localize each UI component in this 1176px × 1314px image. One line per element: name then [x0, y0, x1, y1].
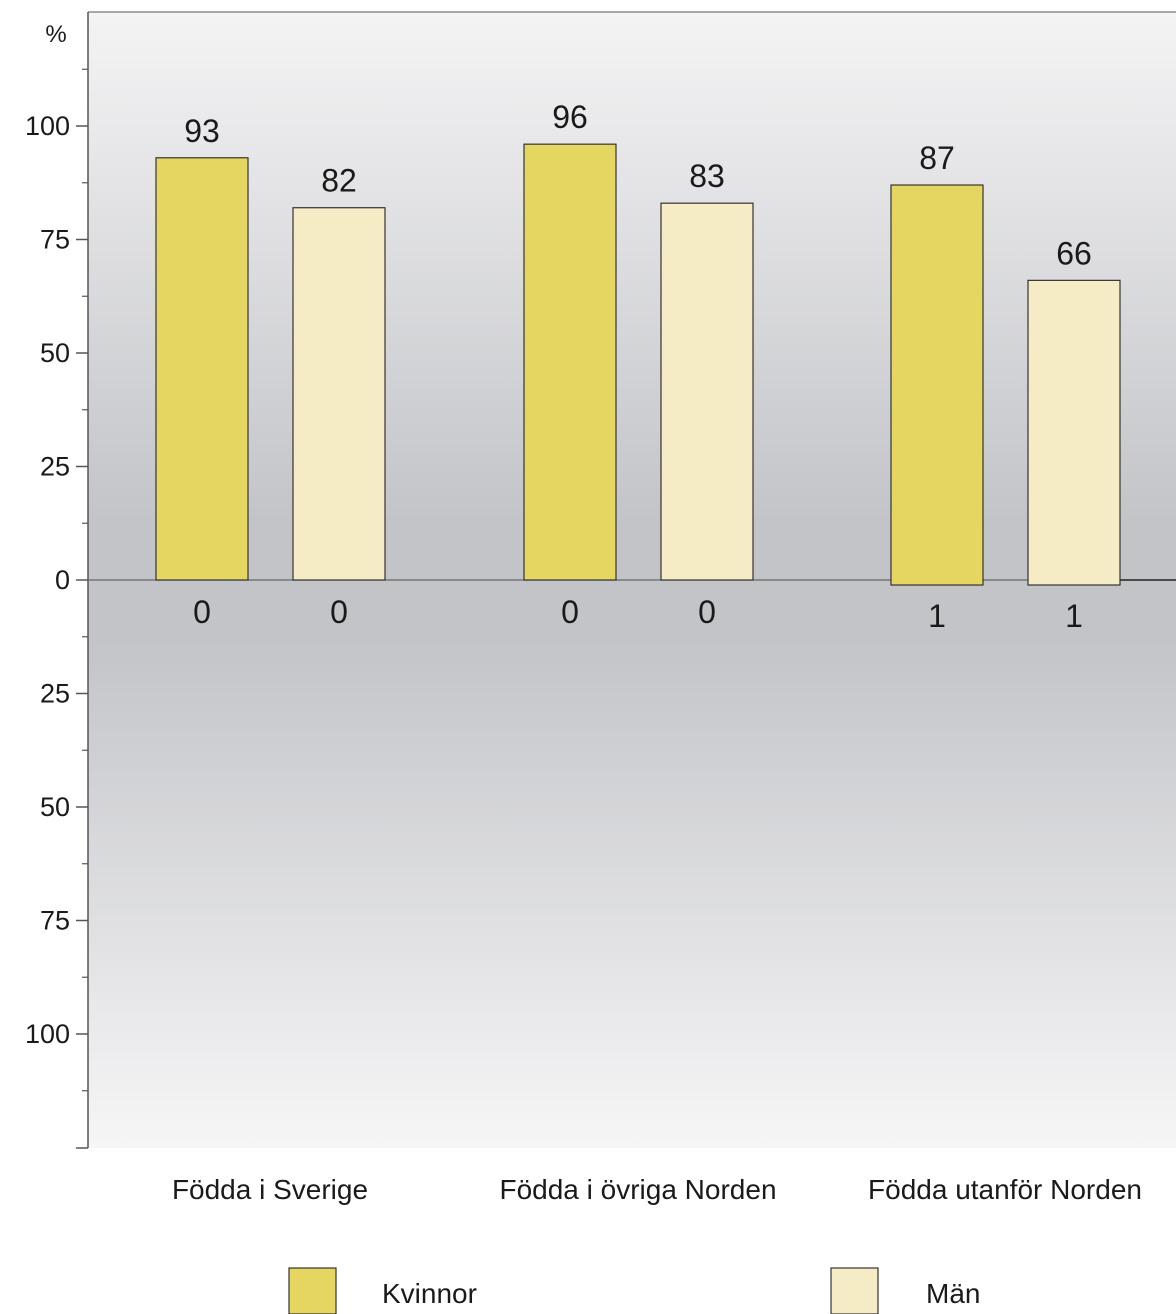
bar-man — [660, 202, 754, 581]
legend-label: Män — [926, 1278, 980, 1309]
bar-value-label: 87 — [919, 140, 955, 176]
bar-down-value-label: 0 — [330, 594, 348, 630]
y-tick-label: 25 — [40, 679, 70, 709]
bar-layer — [155, 143, 1121, 586]
y-tick-label: 100 — [25, 111, 70, 141]
legend: Kvinnor Män — [288, 1267, 980, 1314]
bar-kvinnor — [155, 157, 249, 581]
y-tick-label: 100 — [25, 1019, 70, 1049]
bar-value-label: 66 — [1056, 235, 1092, 271]
legend-swatch — [288, 1267, 337, 1314]
y-tick-label: 0 — [55, 565, 70, 595]
y-axis-label: % — [45, 21, 66, 48]
y-tick-label: 50 — [40, 338, 70, 368]
y-tick-label: 75 — [40, 225, 70, 255]
bar-kvinnor — [523, 143, 617, 581]
category-label: Födda i Sverige — [172, 1174, 368, 1205]
bar-value-label: 93 — [184, 113, 220, 149]
bar-down-value-label: 0 — [561, 594, 579, 630]
bar-kvinnor — [890, 184, 984, 586]
bar-value-label: 82 — [321, 163, 357, 199]
category-label: Födda i övriga Norden — [499, 1174, 776, 1205]
label-layer: 93 0 82 0 Födda i Sverige 96 0 83 0 Födda i övrig… — [172, 99, 1142, 1205]
category-label: Födda utanför Norden — [868, 1174, 1142, 1205]
bar-down-value-label: 0 — [698, 594, 716, 630]
bar-man — [1027, 279, 1121, 586]
bar-down-value-label: 0 — [193, 594, 211, 630]
bar-down-value-label: 1 — [928, 598, 946, 634]
y-tick-label: 75 — [40, 906, 70, 936]
bar-value-label: 96 — [552, 99, 588, 135]
bar-value-label: 83 — [689, 158, 725, 194]
y-tick-label: 25 — [40, 452, 70, 482]
legend-swatch — [830, 1267, 879, 1314]
bar-man — [292, 207, 386, 581]
legend-label: Kvinnor — [382, 1278, 477, 1309]
bar-down-value-label: 1 — [1065, 598, 1083, 634]
y-tick-label: 50 — [40, 792, 70, 822]
